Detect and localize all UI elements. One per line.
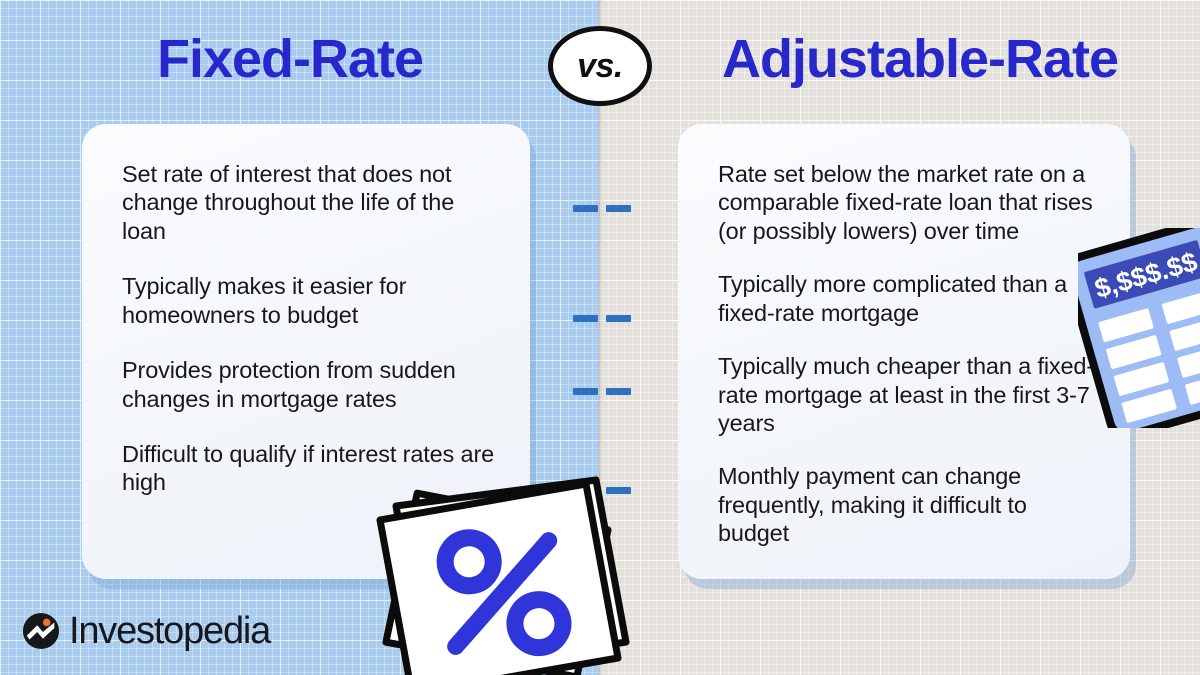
divider-dashes [573,205,631,212]
list-item: Typically makes it easier for homeowners… [122,273,407,328]
list-item: Set rate of interest that does not chang… [122,161,455,244]
list-item: Typically more complicated than a fixed-… [718,271,1068,326]
divider-dashes [573,315,631,322]
percent-documents-icon [376,476,630,675]
list-item: Rate set below the market rate on a comp… [718,161,1093,244]
page-title-fixed-rate: Fixed-Rate [156,29,424,89]
page-title-adjustable-rate: Adjustable-Rate [721,29,1119,89]
adjustable-rate-panel: Rate set below the market rate on a comp… [678,124,1130,579]
dash-mark [606,388,631,395]
list-item: Difficult to qualify if interest rates a… [122,440,495,496]
divider-dashes [573,388,631,395]
versus-badge: vs. [548,26,652,106]
calculator-icon: $,$$$.$$ [1078,228,1200,428]
versus-label: vs. [577,46,623,85]
dash-mark [573,315,598,322]
list-item: Provides protection from sudden changes … [122,357,456,412]
investopedia-wordmark: Investopedia [69,610,271,652]
background-seam [598,0,602,675]
dash-mark [573,205,598,212]
calculator-display [1084,240,1200,309]
investopedia-mark-icon [22,612,60,650]
dash-mark [606,315,631,322]
dash-mark [573,388,598,395]
dash-mark [606,205,631,212]
investopedia-logo[interactable]: Investopedia [22,610,271,652]
list-item: Typically much cheaper than a fixed-rate… [718,353,1095,436]
fixed-rate-panel: Set rate of interest that does not chang… [82,124,530,579]
dash-mark [606,487,631,494]
list-item: Monthly payment can change frequently, m… [718,463,1027,547]
